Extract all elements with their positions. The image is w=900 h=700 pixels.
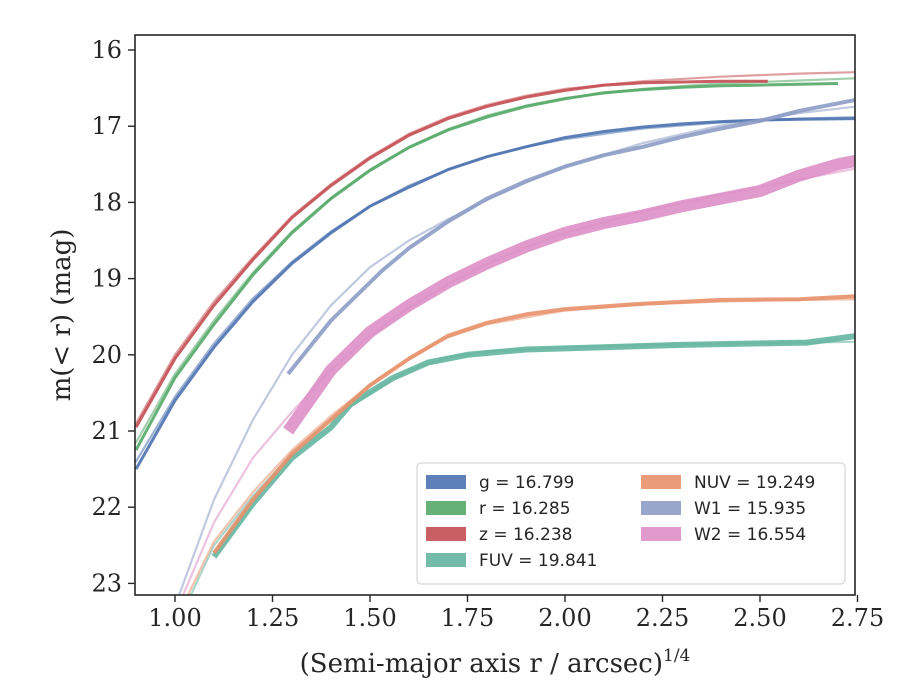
x-tick-label: 1.25 [246,604,299,632]
legend-item-nuv: NUV = 19.249 [641,473,815,493]
series-g [135,116,855,470]
y-axis-label: m(< r) (mag) [47,229,77,402]
legend-label: NUV = 19.249 [694,473,815,493]
legend-label: z = 16.238 [479,525,572,545]
legend-swatch [641,527,681,541]
x-tick-label: 1.50 [343,604,396,632]
series-r-data-band [135,82,839,451]
x-tick-label: 2.50 [733,604,786,632]
legend-swatch [641,501,681,515]
y-tick-label: 21 [91,417,122,445]
legend-item-w2: W2 = 16.554 [641,525,806,545]
y-axis-ticks: 16 17 18 19 20 21 22 23 [91,36,135,597]
series-w2-data-band [283,154,855,435]
series-nuv-data-band [212,294,855,555]
series-w1 [177,97,855,595]
legend-item-w1: W1 = 15.935 [641,499,806,519]
legend-swatch [426,553,466,567]
series-g-model-line [135,116,855,463]
y-tick-label: 20 [91,341,122,369]
y-tick-label: 16 [91,36,122,64]
y-tick-label: 19 [91,265,122,293]
legend-item-g: g = 16.799 [426,473,574,493]
series-nuv [186,294,855,595]
series-fuv-data-band [211,333,855,559]
x-axis-label: (Semi-major axis r / arcsec)1/4 [300,646,691,679]
legend-label: g = 16.799 [479,473,574,493]
legend-frame [416,462,846,585]
series-fuv [189,333,855,595]
series-r [135,77,855,451]
legend-swatch [426,527,466,541]
series-w2 [181,154,855,595]
x-tick-label: 2.75 [831,604,884,632]
legend-label: W1 = 15.935 [694,499,806,519]
x-tick-label: 1.75 [441,604,494,632]
x-tick-label: 1.00 [148,604,201,632]
y-tick-label: 18 [91,188,122,216]
legend-item-r: r = 16.285 [426,499,571,519]
legend-item-fuv: FUV = 19.841 [426,551,597,571]
x-tick-label: 2.25 [636,604,689,632]
y-tick-label: 17 [91,112,122,140]
legend-swatch [426,501,466,515]
x-axis-ticks: 1.00 1.25 1.50 1.75 2.00 2.25 2.50 2.75 [148,595,884,632]
legend-item-z: z = 16.238 [426,525,572,545]
y-tick-label: 22 [91,493,122,521]
series-z [135,71,855,428]
legend-label: W2 = 16.554 [694,525,806,545]
legend-label: r = 16.285 [479,499,571,519]
legend: g = 16.799 r = 16.285 z = 16.238 FUV = 19.8… [416,462,846,585]
series-layer [135,71,855,595]
legend-label: FUV = 19.841 [479,551,597,571]
series-z-data-band [135,79,768,428]
series-g-data-band [135,117,855,470]
plot-frame [134,34,856,596]
y-tick-label: 23 [91,569,122,597]
legend-swatch [426,475,466,489]
series-w1-data-band [286,97,855,376]
x-tick-label: 2.00 [538,604,591,632]
legend-swatch [641,475,681,489]
